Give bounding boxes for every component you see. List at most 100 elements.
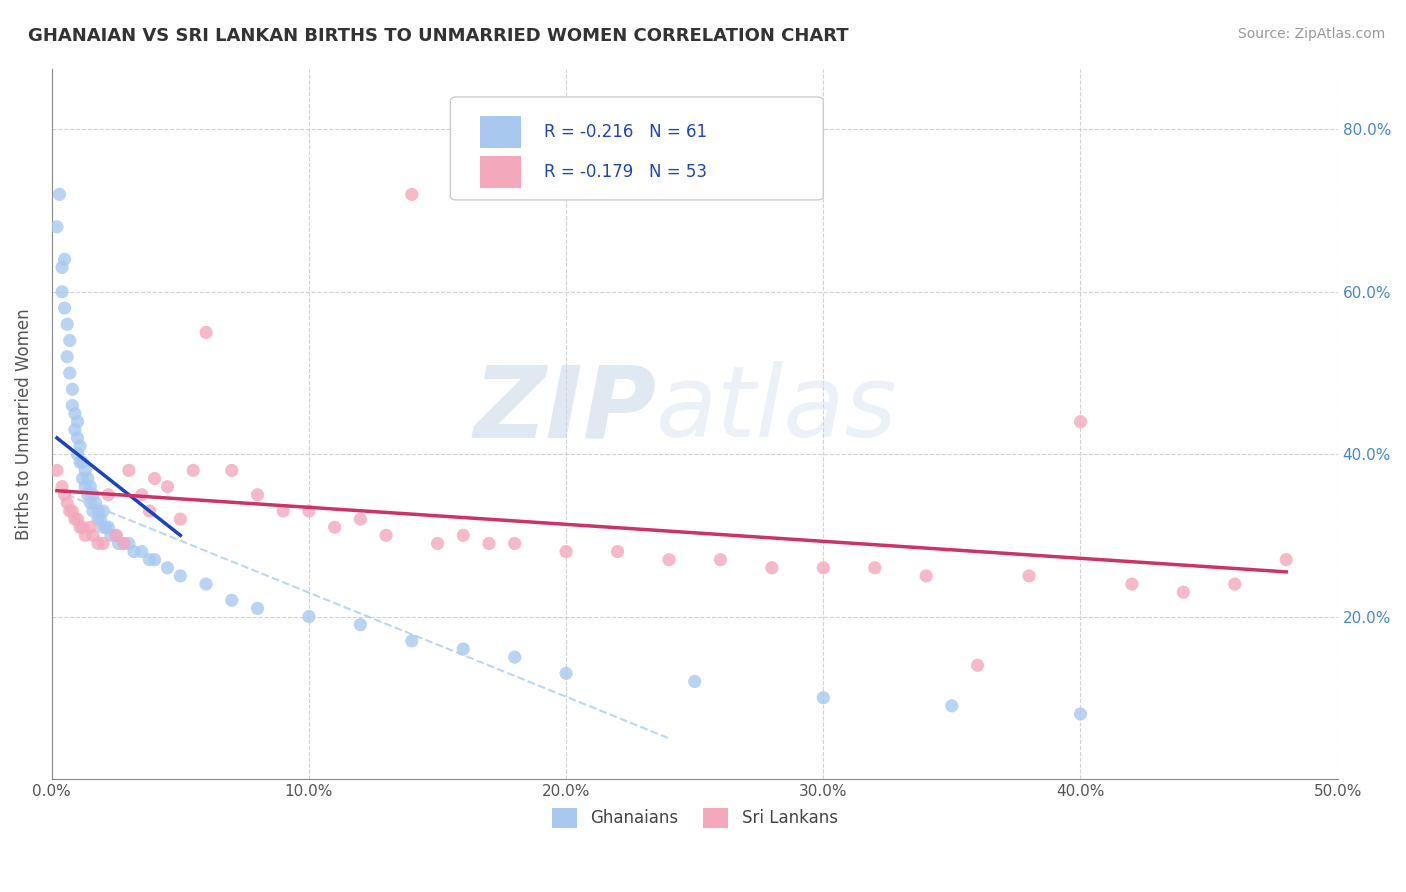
Point <box>221 463 243 477</box>
Point <box>87 504 110 518</box>
Point <box>91 520 114 534</box>
Point <box>75 528 97 542</box>
Point <box>118 536 141 550</box>
Point <box>112 536 135 550</box>
Legend: Ghanaians, Sri Lankans: Ghanaians, Sri Lankans <box>546 801 844 835</box>
Point <box>1018 569 1040 583</box>
Point <box>349 512 371 526</box>
Point <box>66 512 89 526</box>
Point <box>82 488 104 502</box>
FancyBboxPatch shape <box>479 155 522 187</box>
Point <box>79 480 101 494</box>
Point <box>349 617 371 632</box>
Point <box>60 399 83 413</box>
Point <box>51 285 73 299</box>
Point <box>82 504 104 518</box>
Point <box>195 326 218 340</box>
Point <box>53 252 76 267</box>
Point <box>143 471 166 485</box>
Point <box>72 520 94 534</box>
Point <box>122 544 145 558</box>
Point <box>156 480 179 494</box>
Point <box>813 690 835 705</box>
Point <box>56 350 79 364</box>
Point <box>401 187 423 202</box>
Point <box>69 520 91 534</box>
Point <box>195 577 218 591</box>
Point <box>72 455 94 469</box>
Point <box>246 488 269 502</box>
Point <box>90 512 112 526</box>
Point <box>658 552 681 566</box>
Point <box>221 593 243 607</box>
Point <box>478 536 501 550</box>
Point <box>63 423 86 437</box>
Point <box>143 552 166 566</box>
Point <box>131 544 153 558</box>
Point <box>87 512 110 526</box>
Point <box>503 650 526 665</box>
Point <box>375 528 398 542</box>
Text: atlas: atlas <box>657 361 898 458</box>
Point <box>156 561 179 575</box>
Point <box>1173 585 1195 599</box>
Point <box>1275 552 1298 566</box>
Point <box>298 609 321 624</box>
Point <box>66 447 89 461</box>
Point <box>51 260 73 275</box>
Point <box>63 512 86 526</box>
Point <box>298 504 321 518</box>
Point <box>709 552 731 566</box>
Point <box>169 569 191 583</box>
Point <box>53 488 76 502</box>
Point <box>59 366 82 380</box>
Point <box>1121 577 1143 591</box>
Point <box>915 569 938 583</box>
Point <box>118 463 141 477</box>
Point <box>761 561 783 575</box>
Point <box>51 480 73 494</box>
Point <box>72 471 94 485</box>
Point <box>138 552 160 566</box>
Point <box>56 496 79 510</box>
Point <box>84 496 107 510</box>
Point <box>45 463 67 477</box>
Point <box>112 536 135 550</box>
Point <box>91 504 114 518</box>
Point <box>76 471 98 485</box>
Point <box>45 219 67 234</box>
Point <box>82 528 104 542</box>
Point <box>606 544 628 558</box>
Text: R = -0.179   N = 53: R = -0.179 N = 53 <box>544 162 707 180</box>
Point <box>941 698 963 713</box>
Point <box>105 528 128 542</box>
Point <box>76 488 98 502</box>
Point <box>1069 415 1091 429</box>
Point <box>1223 577 1246 591</box>
Point <box>75 480 97 494</box>
Point <box>100 528 122 542</box>
Point <box>813 561 835 575</box>
Point <box>97 488 120 502</box>
Point <box>107 536 129 550</box>
Text: R = -0.216   N = 61: R = -0.216 N = 61 <box>544 123 707 142</box>
Point <box>863 561 886 575</box>
Point <box>79 520 101 534</box>
Point <box>451 528 474 542</box>
Point <box>1069 706 1091 721</box>
Point <box>69 455 91 469</box>
Point <box>451 642 474 657</box>
Point <box>426 536 449 550</box>
Y-axis label: Births to Unmarried Women: Births to Unmarried Women <box>15 308 32 540</box>
Point <box>246 601 269 615</box>
Point <box>323 520 346 534</box>
Point <box>60 382 83 396</box>
Point <box>53 301 76 315</box>
Point <box>555 544 578 558</box>
Point <box>59 504 82 518</box>
Point <box>555 666 578 681</box>
Point <box>169 512 191 526</box>
FancyBboxPatch shape <box>450 97 824 200</box>
FancyBboxPatch shape <box>479 117 522 148</box>
Point <box>131 488 153 502</box>
